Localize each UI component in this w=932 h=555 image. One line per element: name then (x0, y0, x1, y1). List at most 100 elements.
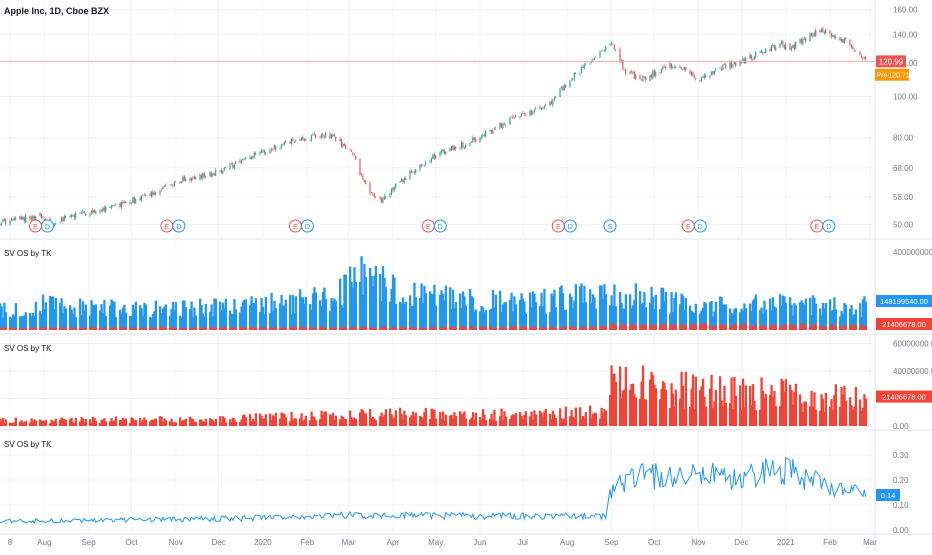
candle-body (260, 150, 263, 153)
volume-bar (763, 300, 766, 330)
short-volume-bar (60, 417, 63, 426)
short-volume-bar (250, 421, 253, 426)
short-volume-bar (431, 409, 435, 426)
short-volume-bar (134, 327, 138, 330)
volume-bar (810, 315, 813, 330)
candle-body (865, 57, 867, 60)
volume-bar (51, 296, 55, 330)
volume-bar (624, 294, 628, 330)
volume-bar (230, 313, 233, 330)
short-volume-bar (99, 423, 102, 426)
volume-bar (561, 293, 565, 330)
short-volume-bar (141, 419, 145, 426)
volume-bar (11, 314, 15, 330)
short-volume-bar (730, 377, 733, 426)
short-volume-bar (680, 371, 683, 426)
short-volume-bar (503, 411, 506, 426)
volume-bar (519, 299, 522, 330)
short-volume-bar (840, 386, 843, 426)
short-volume-bar (524, 326, 528, 330)
volume-bar (524, 313, 528, 330)
candle-body (560, 87, 563, 89)
short-volume-bar (394, 328, 398, 330)
candle-body (440, 150, 443, 153)
volume-bar (479, 311, 482, 330)
candle-body (582, 66, 584, 69)
short-volume-bar (383, 414, 386, 426)
short-volume-bar (80, 327, 83, 330)
short-volume-bar (799, 394, 802, 426)
short-volume-bar (63, 326, 66, 330)
volume-bar (500, 311, 503, 330)
volume-bar (111, 301, 115, 330)
short-volume-bar (154, 418, 158, 426)
short-volume-bar (299, 326, 302, 330)
candle-body (370, 192, 373, 193)
candle-body (162, 187, 164, 190)
short-volume-bar (579, 327, 582, 330)
candle-body (492, 130, 494, 134)
short-volume-bar (464, 418, 468, 426)
short-volume-bar (609, 326, 612, 330)
candle-body (85, 213, 87, 216)
volume-bar (213, 298, 216, 330)
short-volume-bar (819, 325, 822, 330)
candle-body (225, 167, 227, 169)
short-volume-bar (241, 327, 245, 330)
short-volume-bar (133, 420, 136, 426)
volume-bar (374, 265, 378, 330)
short-volume-bar (140, 328, 143, 330)
volume-bar (449, 287, 452, 330)
short-volume-bar (513, 326, 516, 330)
short-volume-bar (584, 412, 588, 426)
candle-body (683, 66, 685, 70)
short-volume-bar (813, 326, 816, 330)
candle-body (423, 165, 425, 166)
volume-bar (330, 297, 333, 330)
candle-body (282, 144, 284, 146)
candle-body (832, 35, 834, 37)
short-volume-bar (383, 326, 386, 330)
short-volume-bar (674, 324, 678, 330)
candle-body (129, 202, 131, 204)
candle-body (822, 28, 824, 33)
short-volume-bar (120, 327, 123, 330)
short-volume-bar (251, 326, 255, 330)
short-volume-bar (661, 322, 665, 330)
short-volume-bar (284, 417, 288, 426)
short-volume-bar (623, 389, 626, 426)
short-volume-bar (620, 325, 623, 330)
volume-bar (570, 296, 573, 330)
candle-body (402, 179, 404, 182)
volume-bar (584, 302, 588, 330)
short-volume-bar (400, 413, 403, 426)
short-volume-bar (789, 384, 792, 426)
ratio-pane[interactable] (0, 456, 867, 525)
short-volume-bar (344, 419, 348, 426)
volume-bar (499, 290, 502, 330)
volume-bar (723, 304, 726, 330)
candle-body (643, 76, 645, 77)
short-volume-bar (773, 390, 776, 426)
volume-bar (241, 301, 245, 330)
short-volume-bar (289, 421, 292, 426)
candle-body (539, 106, 541, 109)
short-volume-bar (864, 398, 868, 426)
short-volume-bar (64, 420, 68, 426)
short-volume-bar (211, 328, 215, 330)
volume-pane[interactable] (0, 256, 868, 330)
short-volume-bar (219, 416, 222, 426)
volume-bar (620, 302, 623, 330)
short-volume-pane[interactable] (0, 365, 868, 426)
volume-bar (240, 306, 243, 330)
candle-body (675, 66, 677, 68)
volume-bar (780, 305, 783, 330)
volume-bar (433, 284, 436, 330)
short-volume-bar (784, 324, 788, 330)
short-volume-bar (583, 418, 586, 426)
candle-body (133, 196, 135, 203)
candle-body (853, 50, 855, 52)
